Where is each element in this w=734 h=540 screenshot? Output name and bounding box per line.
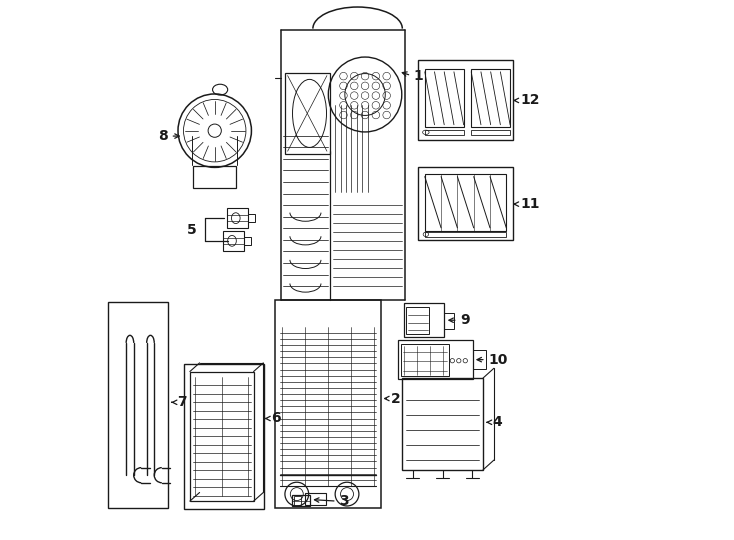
Text: 9: 9 (460, 313, 470, 327)
Bar (425, 69, 464, 127)
Bar (401, 344, 448, 376)
Text: 8: 8 (159, 129, 168, 143)
Bar (190, 372, 254, 501)
Text: 2: 2 (391, 392, 401, 406)
Text: 5: 5 (187, 222, 197, 237)
Bar (407, 307, 429, 334)
Bar (223, 231, 244, 251)
Text: 7: 7 (177, 395, 186, 409)
Bar (473, 350, 487, 369)
Bar (418, 60, 513, 140)
Bar (292, 495, 310, 506)
Bar (399, 340, 473, 379)
Bar (425, 174, 506, 231)
Text: 1: 1 (413, 69, 424, 83)
Text: 6: 6 (271, 411, 280, 426)
Bar (305, 493, 327, 505)
Text: 12: 12 (520, 93, 540, 107)
Text: 3: 3 (339, 494, 349, 508)
Bar (227, 208, 248, 228)
Text: 4: 4 (493, 415, 502, 429)
Bar (471, 69, 510, 127)
Bar (248, 214, 255, 222)
Bar (285, 73, 330, 154)
Bar (294, 496, 301, 505)
Bar (444, 313, 454, 329)
Bar (193, 166, 236, 188)
Bar (402, 378, 483, 470)
Bar (275, 300, 380, 508)
Bar (425, 130, 464, 135)
Bar (404, 303, 444, 337)
Bar (184, 364, 264, 509)
Bar (418, 167, 513, 240)
Bar (108, 302, 168, 508)
Bar (244, 237, 251, 245)
Bar (425, 232, 506, 237)
Bar (471, 130, 510, 135)
Text: 11: 11 (520, 197, 540, 211)
Text: 10: 10 (488, 353, 507, 367)
